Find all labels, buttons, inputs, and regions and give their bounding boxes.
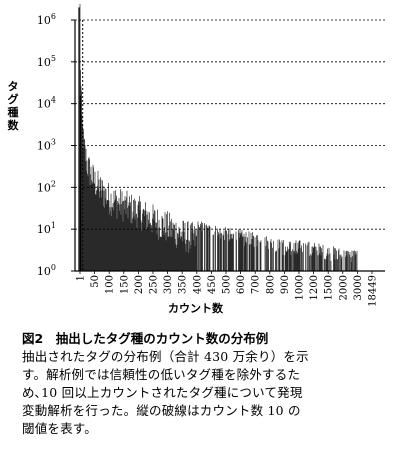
y-tick-label: 105 (37, 54, 56, 69)
x-tick-label: 600 (236, 275, 247, 294)
caption-line: す。解析例では信頼性の低いタグ種を除外するた (22, 367, 301, 382)
x-tick-label: 250 (149, 275, 160, 294)
x-tick-label: 1 (76, 275, 87, 281)
caption-line: 変動解析を行った。縦の破線はカウント数 10 の (22, 403, 301, 418)
figure-caption: 図2 抽出したタグ種のカウント数の分布例 抽出されたタグの分布例（合計 430 … (22, 330, 388, 438)
y-tick-label: 102 (37, 179, 56, 194)
x-tick-label: 3000 (353, 275, 364, 300)
x-tick-label: 350 (178, 275, 189, 294)
x-tick-label: 450 (207, 275, 218, 294)
y-tick-label: 103 (37, 138, 56, 153)
y-tick-label: 104 (37, 96, 56, 111)
x-tick-label: 500 (222, 275, 233, 294)
axes (74, 20, 385, 272)
y-axis-label: タグ種数 (7, 80, 19, 132)
bars (78, 3, 358, 271)
x-tick-label: 1500 (324, 275, 335, 300)
x-tick-label: 1000 (295, 275, 306, 300)
x-tick-label: 800 (265, 275, 276, 294)
caption-line: 閾値を表す。 (22, 421, 97, 436)
y-tick-label: 101 (37, 221, 56, 236)
caption-line: め､10 回以上カウントされたタグ種について発現 (22, 385, 303, 400)
y-tick-label: 100 (37, 263, 56, 278)
x-tick-label: 50 (90, 275, 101, 288)
y-tick-labels: 100 101 102 103 104 105 106 (37, 12, 56, 278)
x-tick-label: 2000 (338, 275, 349, 300)
x-tick-label: 200 (134, 275, 145, 294)
x-tick-label: 150 (119, 275, 130, 294)
x-tick-labels: 1 50 100 150 200 250 300 350 400 450 500 600 700 800 9… (76, 271, 379, 307)
caption-title: 図2 抽出したタグ種のカウント数の分布例 (22, 331, 269, 346)
x-tick-label: 100 (105, 275, 116, 294)
x-tick-label: 400 (192, 275, 203, 294)
x-tick-label: 18449 (368, 275, 379, 307)
x-tick-label: 300 (163, 275, 174, 294)
caption-line: 抽出されたタグの分布例（合計 430 万余り）を示 (22, 349, 309, 364)
x-tick-label: 900 (280, 275, 291, 294)
grid-lines (71, 19, 385, 272)
x-axis-label: カウント数 (168, 302, 223, 315)
y-tick-label: 106 (37, 12, 56, 27)
x-tick-label: 700 (251, 275, 262, 294)
x-tick-label: 1200 (309, 275, 320, 300)
caption-text: 抽出されたタグの分布例（合計 430 万余り）を示 す。解析例では信頼性の低いタ… (22, 348, 388, 438)
